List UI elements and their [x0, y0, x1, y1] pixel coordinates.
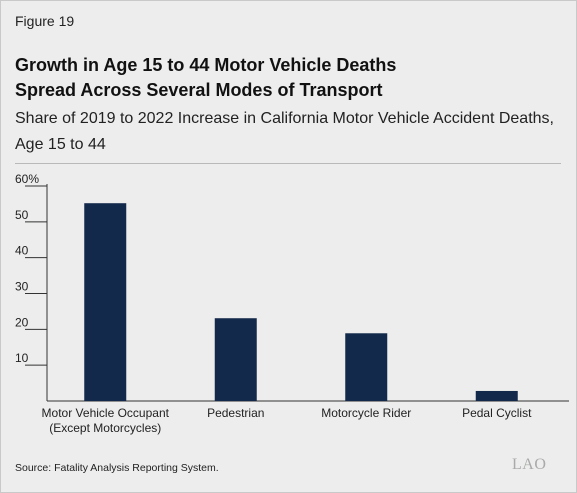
chart-title: Growth in Age 15 to 44 Motor Vehicle Dea…: [15, 53, 555, 103]
x-category-label: (Except Motorcycles): [49, 421, 161, 435]
figure-label: Figure 19: [15, 13, 75, 29]
y-tick-label: 10: [15, 351, 29, 365]
bar: [475, 390, 518, 401]
source-note: Source: Fatality Analysis Reporting Syst…: [15, 462, 219, 474]
chart-title-line-1: Growth in Age 15 to 44 Motor Vehicle Dea…: [15, 55, 397, 75]
bar: [84, 203, 127, 401]
bar: [345, 333, 388, 401]
y-tick-label: 20: [15, 315, 29, 329]
lao-logo: LAO: [512, 456, 547, 473]
y-tick-label: 40: [15, 244, 29, 258]
x-category-label: Pedal Cyclist: [462, 406, 532, 420]
x-category-label: Motorcycle Rider: [321, 406, 411, 420]
chart-title-line-2: Spread Across Several Modes of Transport: [15, 80, 383, 100]
y-tick-label: 30: [15, 280, 29, 294]
x-category-label: Motor Vehicle Occupant: [42, 406, 170, 420]
bar: [214, 318, 257, 401]
bar-chart: 10 20 30 40 50 60% Motor Vehicle Occupant(Exce…: [15, 172, 569, 435]
y-tick-label: 60%: [15, 172, 39, 186]
chart-subtitle: Share of 2019 to 2022 Increase in Califo…: [15, 110, 554, 153]
y-tick-label: 50: [15, 208, 29, 222]
title-divider: [15, 163, 561, 164]
x-category-label: Pedestrian: [207, 406, 264, 420]
